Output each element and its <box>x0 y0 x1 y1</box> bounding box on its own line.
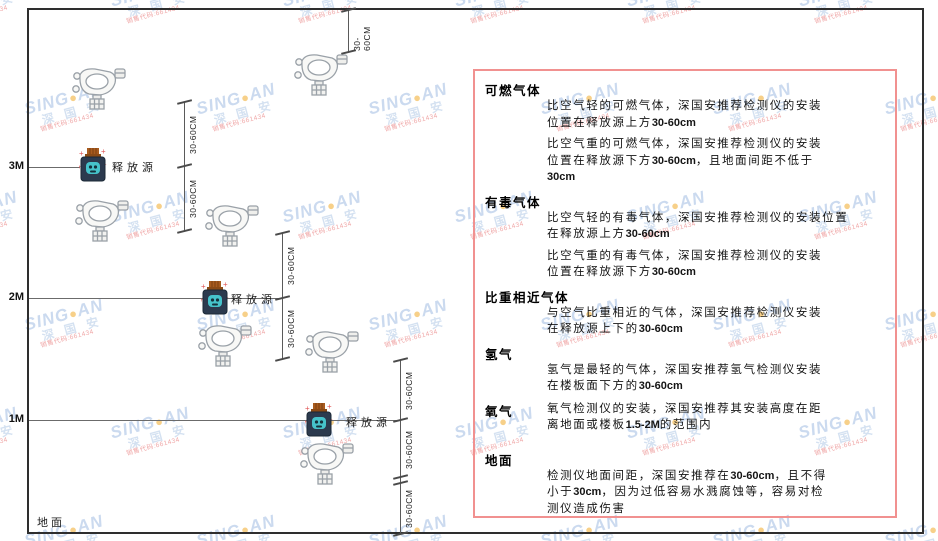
section-body: 比空气轻的有毒气体，深国安推荐检测仪的安装位置 在释放源上方30-60cm 比空气重… <box>547 191 885 281</box>
section-heading: 氧气 <box>485 404 514 419</box>
release-source-label: 释放源 <box>231 294 276 306</box>
paragraph-line: 30cm <box>547 171 576 183</box>
gas-detector-icon <box>196 323 252 367</box>
panel-section: 有毒气体 比空气轻的有毒气体，深国安推荐检测仪的安装位置 在释放源上方30-60cm… <box>475 191 885 281</box>
ground-label: 地面 <box>37 517 65 529</box>
paragraph-line: 位置在释放源下方30-60cm <box>547 266 696 278</box>
section-heading: 可燃气体 <box>485 84 542 98</box>
section-body: 与空气比重相近的气体，深国安推荐检测仪安装 在释放源上下的30-60cm <box>547 286 885 338</box>
gas-detector-icon <box>303 329 359 373</box>
paragraph-line: 测仪造成伤害 <box>547 502 626 515</box>
dimension-tick <box>177 228 192 234</box>
section-heading: 氢气 <box>485 347 514 362</box>
section-heading: 地面 <box>485 453 514 468</box>
dimension-label: 30-60CM <box>188 115 198 154</box>
svg-text:+: + <box>223 280 228 289</box>
gas-detector-icon <box>73 198 129 242</box>
panel-section: 可燃气体 比空气轻的可燃气体，深国安推荐检测仪的安装 位置在释放源上方30-60cm… <box>475 79 885 186</box>
section-heading: 比重相近气体 <box>485 290 570 305</box>
gas-detector-icon <box>298 441 354 485</box>
section-body: 氧气检测仪的安装，深国安推荐其安装高度在距 离地面或楼板1.5-2M的范围内 <box>547 400 885 434</box>
dimension-label: 30-60CM <box>404 371 414 410</box>
panel-section: 比重相近气体 与空气比重相近的气体，深国安推荐检测仪安装 在释放源上下的30-60c… <box>475 286 885 338</box>
section-heading: 有毒气体 <box>485 195 542 210</box>
svg-text:+: + <box>327 402 332 411</box>
panel-section: 氧气 氧气检测仪的安装，深国安推荐其安装高度在距 离地面或楼板1.5-2M的范围内 <box>475 400 885 434</box>
paragraph-line: 比空气重的有毒气体，深国安推荐检测仪的安装 <box>547 249 823 262</box>
height-level-line <box>29 420 399 422</box>
section-paragraph: 氢气是最轻的气体，深国安推荐氢气检测仪安装 在楼板面下方的30-60cm <box>547 362 885 395</box>
paragraph-line: 与空气比重相近的气体，深国安推荐检测仪安装 <box>547 306 823 319</box>
section-paragraph: 氧气检测仪的安装，深国安推荐其安装高度在距 离地面或楼板1.5-2M的范围内 <box>547 401 885 434</box>
svg-text:+: + <box>201 282 206 291</box>
release-source-label: 释放源 <box>346 417 391 429</box>
release-source-icon: ++++ <box>304 402 333 438</box>
height-level-line <box>29 298 281 300</box>
section-body: 检测仪地面间距，深国安推荐在30-60cm，且不得 小于30cm，因为过低容易水溅… <box>547 449 885 518</box>
paragraph-line: 离地面或楼板1.5-2M的范围内 <box>547 419 713 431</box>
section-paragraph: 比空气重的可燃气体，深国安推荐检测仪的安装 位置在释放源下方30-60cm，且地面… <box>547 136 885 186</box>
release-source-icon: ++++ <box>200 280 229 316</box>
dimension-label: 30-60CM <box>286 246 296 285</box>
height-level-label: 3M <box>8 160 24 172</box>
svg-text:+: + <box>79 165 82 171</box>
section-body: 氢气是最轻的气体，深国安推荐氢气检测仪安装 在楼板面下方的30-60cm <box>547 343 885 395</box>
release-source-label: 释放源 <box>112 162 157 174</box>
paragraph-line: 小于30cm，因为过低容易水溅腐蚀等，容易对检 <box>547 486 825 498</box>
paragraph-line: 在释放源上下的30-60cm <box>547 323 683 335</box>
svg-text:+: + <box>305 404 310 413</box>
paragraph-line: 比空气轻的可燃气体，深国安推荐检测仪的安装 <box>547 100 823 112</box>
info-panel: 可燃气体 比空气轻的可燃气体，深国安推荐检测仪的安装 位置在释放源上方30-60cm… <box>473 69 897 518</box>
info-panel-sections: 可燃气体 比空气轻的可燃气体，深国安推荐检测仪的安装 位置在释放源上方30-60cm… <box>475 79 885 517</box>
paragraph-line: 比空气轻的有毒气体，深国安推荐检测仪的安装位置 <box>547 211 849 224</box>
paragraph-line: 在释放源上方30-60cm <box>547 228 670 240</box>
dimension-line <box>348 10 350 52</box>
paragraph-line: 位置在释放源上方30-60cm <box>547 116 696 129</box>
paragraph-line: 在楼板面下方的30-60cm <box>547 380 683 392</box>
paragraph-line: 氢气是最轻的气体，深国安推荐氢气检测仪安装 <box>547 363 823 376</box>
paragraph-line: 位置在释放源下方30-60cm，且地面间距不低于 <box>547 154 814 167</box>
svg-text:+: + <box>79 149 84 158</box>
svg-text:+: + <box>305 420 308 426</box>
dimension-line <box>400 360 402 534</box>
svg-text:+: + <box>101 147 106 156</box>
diagram-frame <box>27 8 924 534</box>
gas-detector-icon <box>70 66 126 110</box>
paragraph-line: 氧气检测仪的安装，深国安推荐其安装高度在距 <box>547 402 823 415</box>
dimension-label: 30-60CM <box>286 309 296 349</box>
section-paragraph: 比空气轻的可燃气体，深国安推荐检测仪的安装 位置在释放源上方30-60cm <box>547 98 885 131</box>
dimension-label: 30-60CM <box>404 489 414 529</box>
gas-detector-icon <box>203 203 259 247</box>
dimension-label: 30-60CM <box>404 430 414 469</box>
panel-section: 地面检测仪地面间距，深国安推荐在30-60cm，且不得 小于30cm，因为过低容易… <box>475 449 885 518</box>
section-paragraph: 比空气重的有毒气体，深国安推荐检测仪的安装 位置在释放源下方30-60cm <box>547 248 885 281</box>
section-paragraph: 比空气轻的有毒气体，深国安推荐检测仪的安装位置 在释放源上方30-60cm <box>547 210 885 243</box>
dimension-label: 30-60CM <box>188 179 198 219</box>
section-paragraph: 检测仪地面间距，深国安推荐在30-60cm，且不得 小于30cm，因为过低容易水溅… <box>547 468 885 518</box>
paragraph-line: 比空气重的可燃气体，深国安推荐检测仪的安装 <box>547 138 823 150</box>
height-level-label: 2M <box>8 291 24 303</box>
dimension-label: 30-60CM <box>352 26 372 51</box>
release-source-icon: ++++ <box>78 147 107 183</box>
section-body: 比空气轻的可燃气体，深国安推荐检测仪的安装 位置在释放源上方30-60cm 比空气重… <box>547 79 885 186</box>
gas-detector-icon <box>292 52 348 96</box>
section-paragraph: 与空气比重相近的气体，深国安推荐检测仪安装 在释放源上下的30-60cm <box>547 305 885 338</box>
height-level-label: 1M <box>8 413 24 425</box>
paragraph-line: 检测仪地面间距，深国安推荐在30-60cm，且不得 <box>547 469 827 482</box>
dimension-tick <box>275 356 290 362</box>
height-level-line <box>29 167 80 169</box>
panel-section: 氢气氢气是最轻的气体，深国安推荐氢气检测仪安装 在楼板面下方的30-60cm <box>475 343 885 395</box>
svg-text:+: + <box>201 298 204 304</box>
